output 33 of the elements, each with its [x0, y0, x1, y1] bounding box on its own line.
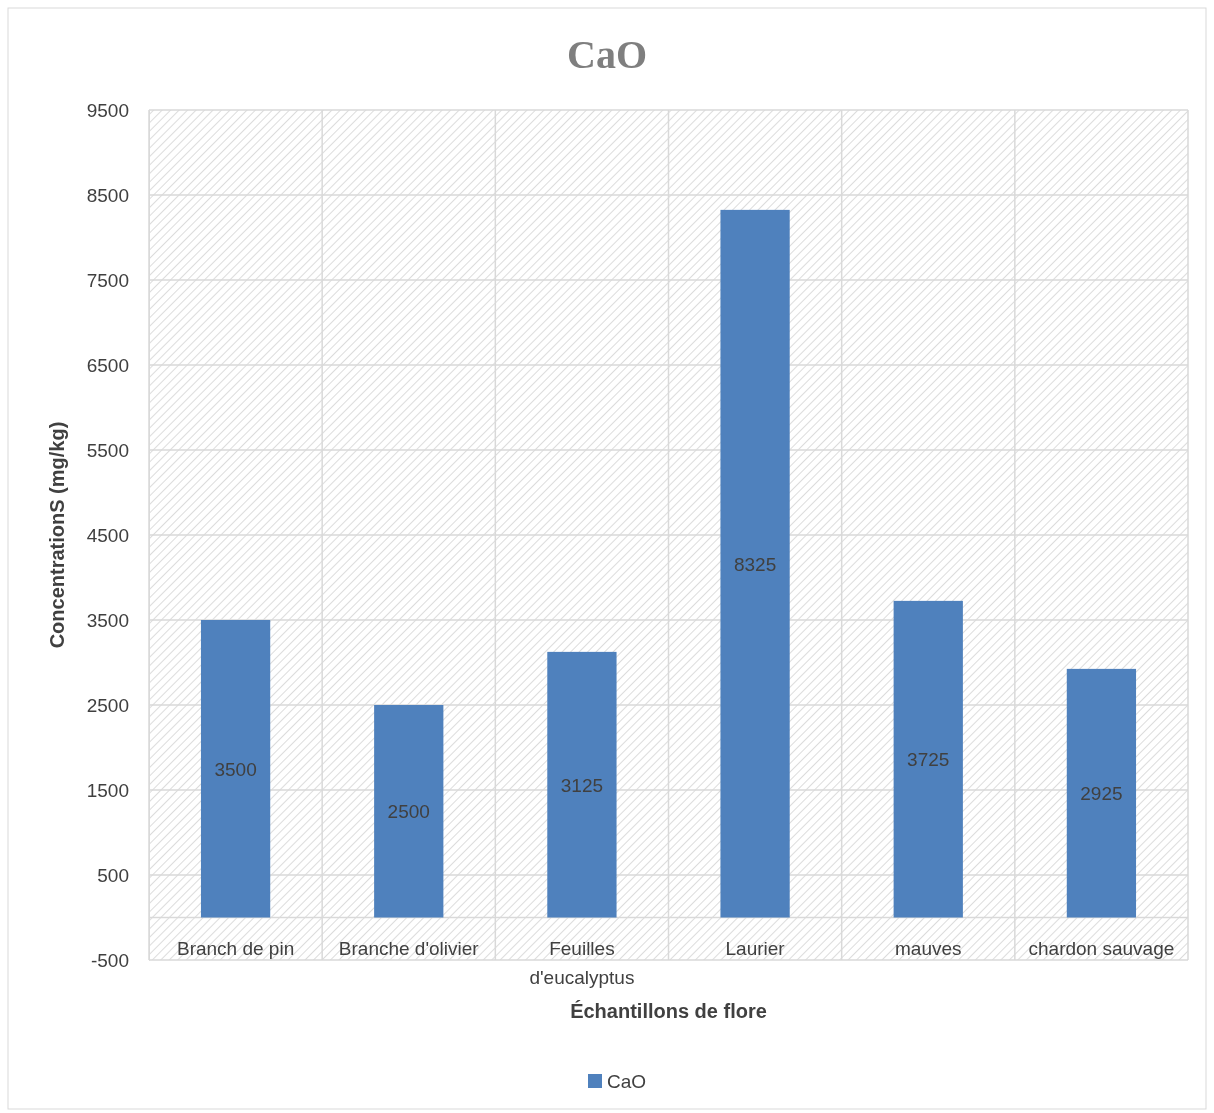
bar	[547, 651, 617, 918]
bar	[200, 620, 271, 918]
data-label: 2925	[1080, 783, 1123, 805]
bar	[720, 209, 790, 918]
y-tick-label: 1500	[86, 779, 129, 801]
y-tick-label: 4500	[86, 524, 129, 546]
data-label: 3125	[560, 774, 604, 796]
x-tick-label: Branche d'olivier	[338, 938, 480, 959]
y-tick-label: 8500	[86, 184, 129, 206]
y-tick-label: 6500	[86, 354, 129, 376]
legend-label: CaO	[607, 1071, 647, 1092]
bar	[893, 600, 963, 918]
x-axis-title: Échantillons de flore	[570, 1000, 767, 1022]
y-axis-title: ConcentrationS (mg/kg)	[46, 421, 68, 649]
y-tick-label: 3500	[86, 609, 129, 631]
x-tick-label: Feuilles d'eucalyptus	[529, 938, 635, 988]
y-tick-label: 500	[97, 864, 129, 886]
data-label: 3725	[907, 749, 950, 771]
y-tick-label: 9500	[86, 99, 129, 121]
x-tick-label: mauves	[894, 938, 962, 959]
bar	[374, 705, 444, 918]
x-tick-label: Branch de pin	[176, 938, 295, 959]
y-tick-label: 2500	[86, 694, 129, 716]
x-tick-label: chardon sauvage	[1028, 938, 1175, 959]
bar	[1066, 668, 1137, 918]
y-tick-label: 5500	[86, 439, 129, 461]
data-label: 8325	[733, 553, 777, 575]
data-label: 3500	[214, 758, 257, 780]
y-tick-label: 7500	[86, 269, 129, 291]
x-tick-label: Laurier	[725, 938, 786, 959]
y-tick-label: -500	[90, 949, 129, 971]
data-label: 2500	[387, 801, 430, 823]
chart-title: CaO	[567, 32, 647, 77]
